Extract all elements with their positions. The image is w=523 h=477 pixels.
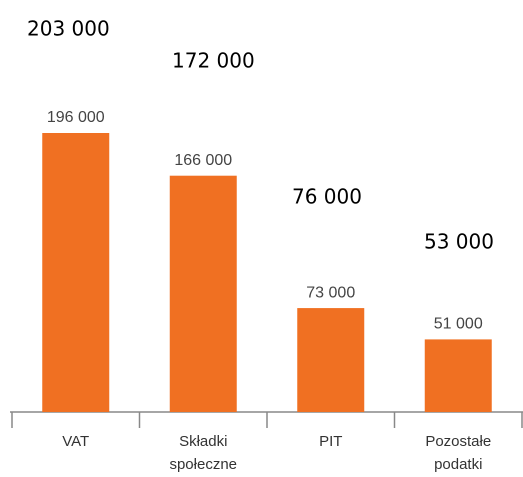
- x-tick-label: Składki społeczne: [169, 433, 238, 473]
- bar: [297, 308, 365, 412]
- value-label: 166 000: [174, 152, 232, 169]
- x-tick-label: PIT: [319, 433, 343, 450]
- value-label: 196 000: [47, 109, 105, 126]
- value-label: 73 000: [306, 284, 355, 301]
- x-tick-label: Pozostałe podatki: [425, 433, 492, 473]
- value-label: 51 000: [434, 316, 483, 333]
- bar: [42, 133, 110, 412]
- x-tick-label: VAT: [62, 433, 90, 450]
- annotation: 76 000: [292, 185, 362, 209]
- bar: [169, 175, 237, 412]
- annotation: 53 000: [424, 230, 494, 254]
- annotation: 203 000: [27, 17, 110, 41]
- bar: [424, 339, 492, 412]
- annotation: 172 000: [172, 49, 255, 73]
